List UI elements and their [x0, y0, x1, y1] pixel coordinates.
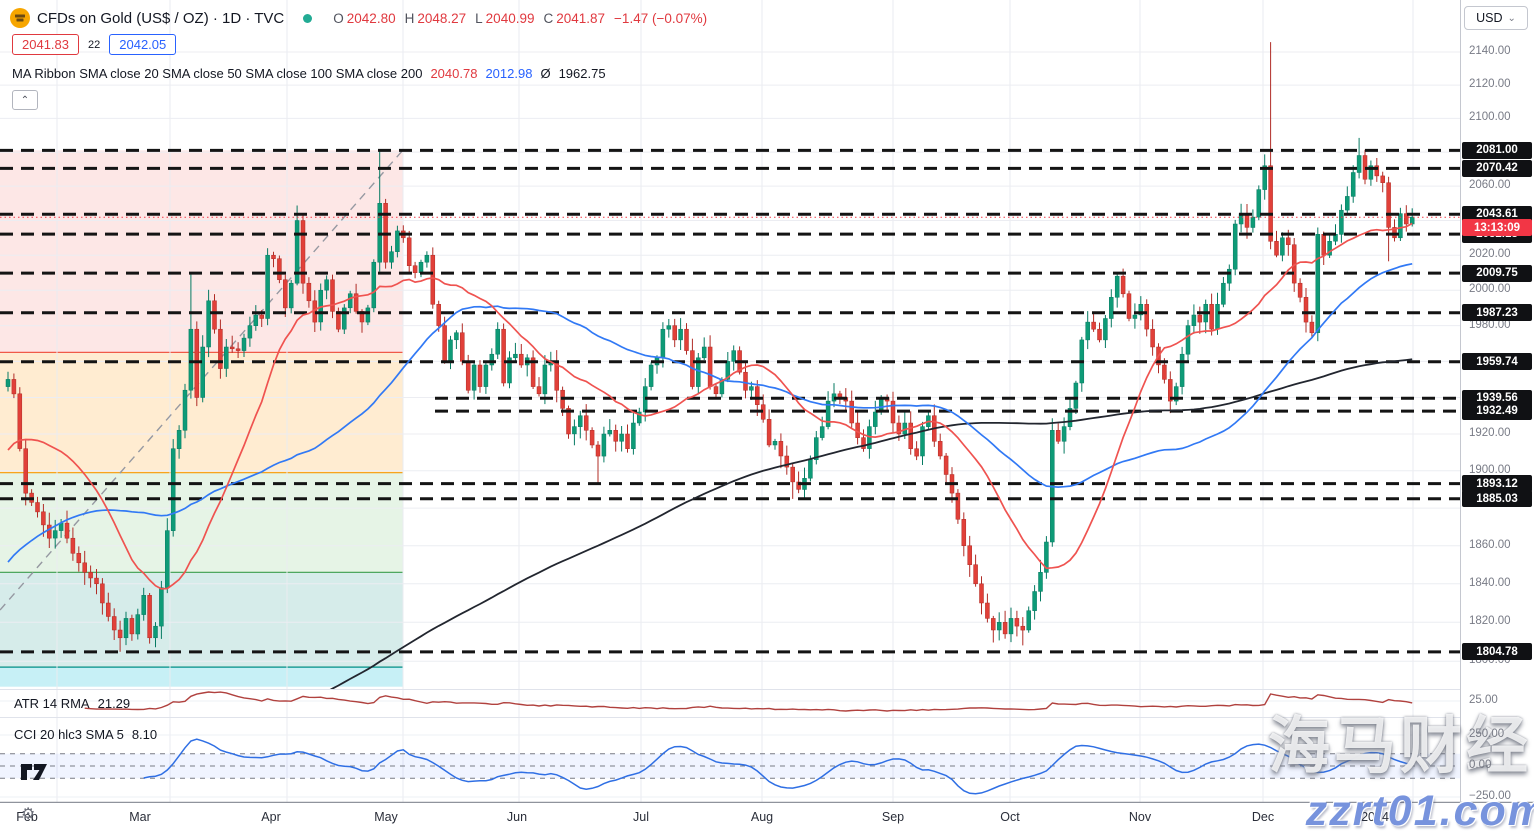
low-value: 2040.99: [485, 10, 535, 26]
bid-ask-row: 2041.83 22 2042.05: [12, 34, 177, 55]
time-label-Dec: Dec: [1251, 810, 1275, 824]
price-tick: 1860.00: [1469, 538, 1511, 551]
time-label-Sep: Sep: [881, 810, 905, 824]
close-value: 2041.87: [556, 10, 606, 26]
open-label: O: [333, 10, 344, 26]
atr-tick: 25.00: [1469, 694, 1498, 706]
high-label: H: [404, 10, 415, 26]
ma50-value: 2012.98: [485, 66, 533, 81]
ma200-value: 1962.75: [558, 66, 606, 81]
cci-tick: 250.00: [1469, 728, 1505, 740]
level-badge: 2081.00: [1462, 141, 1532, 159]
time-label-Jul: Jul: [633, 810, 649, 824]
bid-button[interactable]: 2041.83: [12, 34, 79, 55]
ma-ribbon-legend[interactable]: MA Ribbon SMA close 20 SMA close 50 SMA …: [12, 66, 606, 81]
tradingview-logo-icon[interactable]: [20, 760, 50, 784]
time-label-Feb: Feb: [16, 810, 38, 824]
close-label: C: [543, 10, 554, 26]
instrument-icon: [10, 8, 30, 28]
symbol-header: CFDs on Gold (US$ / OZ) · 1D · TVC O 2042…: [10, 8, 707, 28]
price-tick: 1820.00: [1469, 615, 1511, 628]
watermark-cn: 海马财经: [1267, 709, 1532, 782]
symbol-title[interactable]: CFDs on Gold (US$ / OZ) · 1D · TVC: [37, 9, 285, 27]
level-badge: 2043.61: [1462, 205, 1532, 223]
time-label-Oct: Oct: [1000, 810, 1020, 824]
price-tick: 2120.00: [1469, 78, 1511, 91]
spread-value: 22: [88, 38, 101, 51]
ma-ribbon-label: MA Ribbon SMA close 20 SMA close 50 SMA …: [12, 66, 423, 81]
atr-label: ATR 14 RMA: [14, 696, 90, 711]
atr-value: 21.29: [97, 696, 131, 711]
ohlc-values: O 2042.80 H 2048.27 L 2040.99 C 2041.87 −1.4…: [333, 11, 707, 26]
time-label-Jun: Jun: [506, 810, 528, 824]
price-tick: 1840.00: [1469, 576, 1511, 589]
cci-label: CCI 20 hlc3 SMA 5: [14, 727, 124, 742]
level-badge: 2070.42: [1462, 159, 1532, 177]
chevron-up-icon: ⌃: [20, 94, 30, 106]
time-label-Mar: Mar: [129, 810, 151, 824]
level-badge: 1804.78: [1462, 643, 1532, 661]
price-axis[interactable]: USD ⌄ 2140.00 2120.00 2100.00 2060.00 2020.0…: [1461, 0, 1534, 833]
level-badge: 1893.12: [1462, 475, 1532, 493]
change-value: −1.47 (−0.07%): [614, 10, 708, 26]
time-label-2024: 2024: [1361, 810, 1389, 824]
high-value: 2048.27: [417, 10, 467, 26]
gear-icon[interactable]: ⚙: [21, 806, 36, 823]
ma20-value: 2040.78: [430, 66, 478, 81]
price-tick: 2060.00: [1469, 179, 1511, 192]
price-tick: 2020.00: [1469, 248, 1511, 261]
time-label-Nov: Nov: [1128, 810, 1152, 824]
cci-legend[interactable]: CCI 20 hlc3 SMA 5 8.10: [14, 727, 157, 742]
low-label: L: [475, 10, 483, 26]
watermark-url: zzrt01.com: [1305, 787, 1534, 833]
cci-value: 8.10: [131, 727, 158, 742]
open-value: 2042.80: [346, 10, 396, 26]
time-label-Apr: Apr: [261, 810, 281, 824]
atr-legend[interactable]: ATR 14 RMA 21.29: [14, 696, 130, 711]
currency-selector[interactable]: USD ⌄: [1464, 6, 1528, 30]
level-badge: 2009.75: [1462, 264, 1532, 282]
cci-tick: 0.00: [1469, 759, 1492, 771]
chevron-down-icon: ⌄: [1507, 12, 1516, 24]
countdown-badge: 13:13:09: [1462, 219, 1532, 237]
price-tick: 2140.00: [1469, 45, 1511, 57]
time-label-May: May: [374, 810, 398, 824]
price-tick: 2000.00: [1469, 283, 1511, 296]
level-badge: 1987.23: [1462, 304, 1532, 322]
price-tick: 1920.00: [1469, 426, 1511, 439]
level-badge: 1939.56: [1462, 389, 1532, 407]
level-badge: 1932.49: [1462, 402, 1532, 420]
currency-label: USD: [1476, 11, 1503, 25]
time-axis[interactable]: Feb Mar Apr May Jun Jul Aug Sep Oct Nov Dec 2024: [0, 803, 1534, 833]
level-badge: 1885.03: [1462, 490, 1532, 508]
time-label-Aug: Aug: [750, 810, 774, 824]
price-tick: 1980.00: [1469, 318, 1511, 331]
ma-avg-prefix: Ø: [540, 66, 551, 81]
cci-tick: −250.00: [1469, 790, 1511, 802]
price-tick: 1900.00: [1469, 463, 1511, 476]
collapse-indicator-button[interactable]: ⌃: [12, 90, 38, 110]
level-badge: 1959.74: [1462, 353, 1532, 371]
ask-button[interactable]: 2042.05: [109, 34, 177, 55]
price-tick: 2100.00: [1469, 111, 1511, 124]
market-status-icon[interactable]: [303, 13, 313, 23]
